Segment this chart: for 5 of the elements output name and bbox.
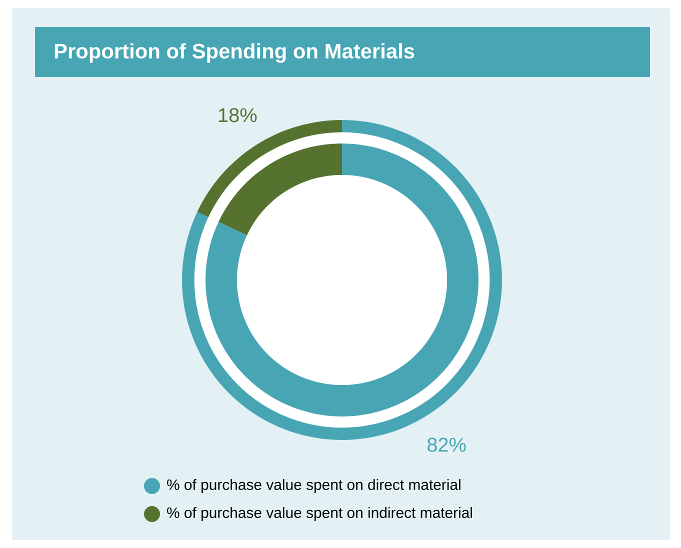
chart-title: Proportion of Spending on Materials	[54, 43, 414, 63]
data-label: 82%	[428, 438, 466, 452]
legend-label: % of purchase value spent on direct material	[167, 479, 460, 493]
data-label: 18%	[218, 108, 257, 122]
legend-label: % of purchase value spent on indirect material	[167, 507, 472, 521]
